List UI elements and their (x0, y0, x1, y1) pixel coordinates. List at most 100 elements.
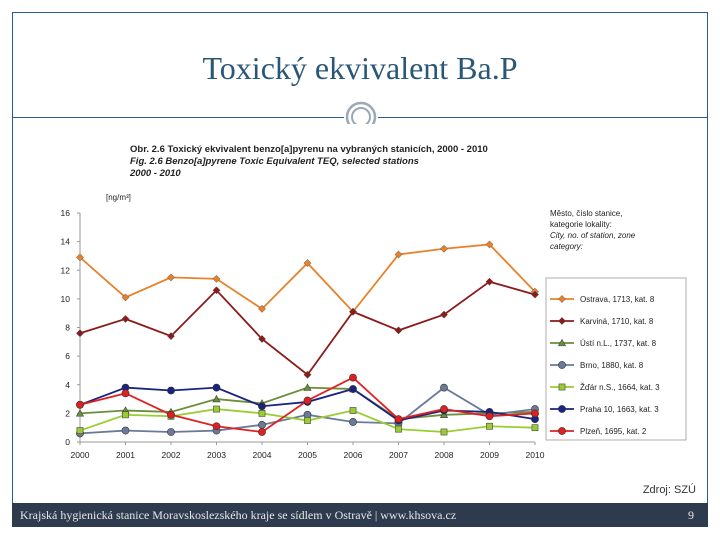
data-point-1-5 (303, 370, 312, 379)
y-tick-label: 8 (65, 323, 70, 333)
ornament-icon (344, 100, 378, 134)
legend-title-line: category: (550, 242, 583, 251)
data-point-0-8 (440, 244, 448, 253)
data-point-6-10 (531, 409, 539, 418)
data-point-0-7 (394, 250, 403, 259)
data-point-2-5 (303, 383, 312, 391)
x-tick-label: 2001 (116, 450, 135, 460)
y-tick-label: 6 (65, 351, 70, 361)
x-tick-label: 2010 (526, 450, 545, 460)
legend-title-line: City, no. of station, zone (550, 231, 636, 240)
footer-text: Krajská hygienická stanice Moravskoslezs… (20, 508, 457, 522)
data-point-6-2 (167, 410, 175, 419)
data-point-1-9 (485, 277, 494, 286)
legend-label-1: Karviná, 1710, kat. 8 (580, 317, 654, 326)
data-point-6-7 (394, 415, 403, 423)
data-point-5-6 (349, 385, 357, 393)
legend-label-0: Ostrava, 1713, kat. 8 (580, 295, 655, 304)
data-point-5-3 (212, 383, 221, 392)
legend-marker-5 (558, 405, 566, 413)
y-tick-label: 0 (65, 437, 70, 447)
legend-marker-4 (558, 383, 566, 391)
data-point-6-9 (485, 412, 494, 421)
data-point-3-8 (440, 383, 448, 392)
data-point-3-4 (258, 420, 266, 429)
data-point-4-3 (213, 405, 220, 413)
data-point-6-1 (121, 389, 130, 398)
legend-box (545, 277, 687, 441)
y-tick-label: 4 (65, 380, 70, 390)
x-tick-label: 2003 (207, 450, 226, 460)
legend-label-6: Plzeň, 1695, kat. 2 (580, 427, 647, 436)
data-point-4-1 (122, 411, 129, 419)
x-tick-label: 2005 (298, 450, 317, 460)
data-point-0-5 (303, 259, 312, 268)
data-point-5-2 (167, 386, 175, 395)
x-tick-label: 2002 (162, 450, 181, 460)
data-point-4-5 (304, 417, 311, 424)
legend-marker-6 (558, 427, 566, 435)
data-point-4-7 (395, 425, 402, 433)
data-point-0-2 (167, 273, 175, 282)
legend-label-2: Ústí n.L., 1737, kat. 8 (580, 339, 657, 348)
data-point-6-6 (349, 373, 357, 382)
y-tick-label: 10 (61, 294, 71, 304)
caption-line-2: Fig. 2.6 Benzo[a]pyrene Toxic Equivalent… (130, 156, 419, 167)
legend-marker-2 (557, 338, 567, 347)
data-point-1-4 (258, 334, 266, 343)
legend-marker-1 (558, 317, 566, 325)
legend-title-line: kategorie lokality: (550, 220, 612, 229)
y-axis-label: [ng/m³] (106, 193, 131, 202)
data-point-1-3 (212, 286, 221, 295)
x-tick-label: 2000 (71, 450, 90, 460)
data-point-3-1 (121, 426, 130, 435)
caption-line-3: 2000 - 2010 (130, 168, 181, 179)
caption-line-1: Obr. 2.6 Toxický ekvivalent benzo[a]pyre… (130, 144, 488, 155)
x-tick-label: 2006 (344, 450, 363, 460)
legend-marker-0 (558, 295, 566, 303)
x-tick-label: 2009 (480, 450, 499, 460)
data-point-0-9 (485, 240, 494, 249)
data-point-6-0 (76, 400, 84, 409)
data-point-1-1 (121, 314, 130, 323)
y-tick-label: 12 (61, 265, 71, 275)
data-point-4-6 (349, 407, 357, 414)
data-point-4-8 (440, 428, 448, 436)
data-point-2-3 (212, 394, 221, 403)
data-point-0-0 (76, 253, 84, 262)
data-point-4-10 (531, 424, 539, 432)
data-point-0-4 (258, 304, 266, 313)
data-point-4-0 (76, 427, 84, 434)
data-point-6-3 (212, 422, 221, 431)
data-point-2-0 (75, 409, 85, 417)
y-tick-label: 16 (61, 208, 71, 218)
data-point-5-4 (258, 402, 266, 411)
page-number: 9 (688, 508, 694, 522)
legend-title-line: Město, číslo stanice, (550, 209, 622, 218)
data-point-3-2 (167, 428, 175, 436)
data-point-3-6 (349, 418, 357, 426)
data-point-6-4 (258, 428, 266, 436)
x-tick-label: 2007 (389, 450, 408, 460)
data-point-1-7 (394, 326, 403, 335)
title-box: Toxický ekvivalent Ba.P (12, 12, 708, 118)
data-point-0-3 (212, 274, 221, 283)
data-point-4-4 (258, 410, 266, 417)
data-point-1-8 (440, 310, 448, 319)
legend-label-5: Praha 10, 1663, kat. 3 (580, 405, 659, 414)
data-point-1-2 (167, 332, 175, 341)
x-tick-label: 2008 (435, 450, 454, 460)
data-point-0-1 (121, 293, 130, 302)
x-tick-label: 2004 (253, 450, 272, 460)
data-point-4-9 (486, 422, 493, 430)
y-tick-label: 2 (65, 408, 70, 418)
data-point-2-8 (439, 410, 449, 418)
slide-title: Toxický ekvivalent Ba.P (202, 50, 518, 86)
legend-label-3: Brno, 1880, kat. 8 (580, 361, 644, 370)
data-point-1-10 (531, 290, 539, 299)
figure-caption: Obr. 2.6 Toxický ekvivalent benzo[a]pyre… (130, 144, 488, 180)
footer-bar: Krajská hygienická stanice Moravskoslezs… (12, 503, 708, 527)
data-point-1-0 (76, 329, 84, 338)
data-point-6-8 (440, 405, 448, 413)
data-point-1-6 (349, 307, 357, 316)
